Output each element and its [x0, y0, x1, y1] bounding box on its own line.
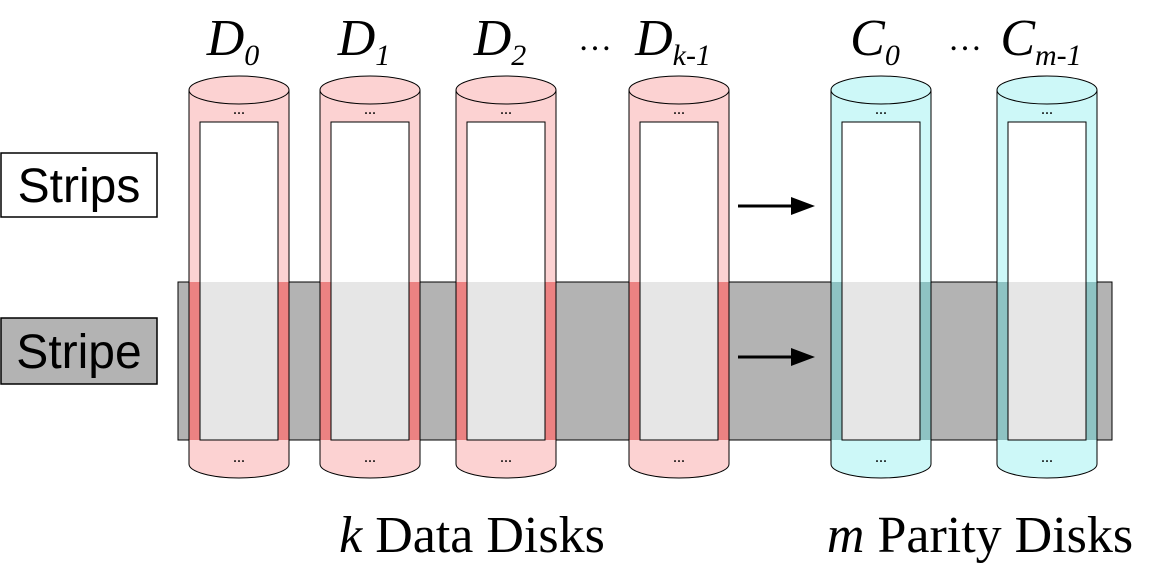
stripe-label-box — [0, 317, 158, 385]
parity-disk-1: ...... Cm-1 — [996, 10, 1098, 479]
strip-outline — [639, 121, 719, 441]
disk-top — [455, 75, 557, 105]
parity-disk-label-1: Cm-1 — [1000, 10, 1081, 72]
strip-upper — [640, 122, 718, 282]
disk-group: ...... D0...... D1...... D2...... Dk-1......… — [188, 10, 1098, 479]
strip-stripe — [331, 282, 409, 440]
parity-disks-caption: m Parity Disks — [827, 507, 1133, 564]
parity-disk-label-0: C0 — [850, 10, 900, 72]
strips-label-box — [0, 152, 158, 218]
data-disk-label-1: D1 — [337, 10, 391, 72]
data-disk-0: ...... D0 — [188, 10, 290, 479]
stripe-label: Stripe — [16, 326, 141, 379]
strip-outline — [199, 121, 279, 441]
strip-upper — [842, 122, 920, 282]
disk-bottom-ellipsis: ... — [673, 449, 685, 466]
data-disk-label-3: Dk-1 — [634, 10, 711, 72]
disk-top-ellipsis: ... — [500, 101, 512, 118]
strip-outline — [841, 121, 921, 441]
disk-bottom-ellipsis: ... — [875, 449, 887, 466]
stripe-arrow — [738, 348, 815, 366]
data-disk-1: ...... D1 — [319, 10, 421, 479]
strip-stripe — [467, 282, 545, 440]
strip-outline — [466, 121, 546, 441]
disk-top-ellipsis: ... — [233, 101, 245, 118]
strip-upper — [200, 122, 278, 282]
disk-top-ellipsis: ... — [875, 101, 887, 118]
disk-bottom-ellipsis: ... — [364, 449, 376, 466]
parity-disk-0: ...... C0 — [830, 10, 932, 479]
disk-bottom-ellipsis: ... — [500, 449, 512, 466]
strip-upper — [331, 122, 409, 282]
strip-upper — [1008, 122, 1086, 282]
disk-top-ellipsis: ... — [364, 101, 376, 118]
data-disk-label-0: D0 — [206, 10, 260, 72]
strips-label: Strips — [18, 160, 141, 213]
data-disks-caption: k Data Disks — [339, 507, 605, 564]
disk-bottom-ellipsis: ... — [233, 449, 245, 466]
disk-top — [830, 75, 932, 105]
disk-top — [996, 75, 1098, 105]
strip-stripe — [200, 282, 278, 440]
strip-stripe — [842, 282, 920, 440]
disk-top — [188, 75, 290, 105]
strip-outline — [1007, 121, 1087, 441]
strip-upper — [467, 122, 545, 282]
data-disk-2: ...... D2 — [455, 10, 557, 479]
disk-top-ellipsis: ... — [673, 101, 685, 118]
parity-header-ellipsis: … — [948, 21, 982, 58]
disk-top — [628, 75, 730, 105]
data-disk-label-2: D2 — [473, 10, 527, 72]
strips-arrow — [738, 197, 815, 215]
disk-top-ellipsis: ... — [1041, 101, 1053, 118]
data-disk-3: ...... Dk-1 — [628, 10, 730, 479]
strip-outline — [330, 121, 410, 441]
strip-stripe — [1008, 282, 1086, 440]
disk-bottom-ellipsis: ... — [1041, 449, 1053, 466]
data-header-ellipsis: … — [578, 21, 612, 58]
disk-top — [319, 75, 421, 105]
strip-stripe — [640, 282, 718, 440]
